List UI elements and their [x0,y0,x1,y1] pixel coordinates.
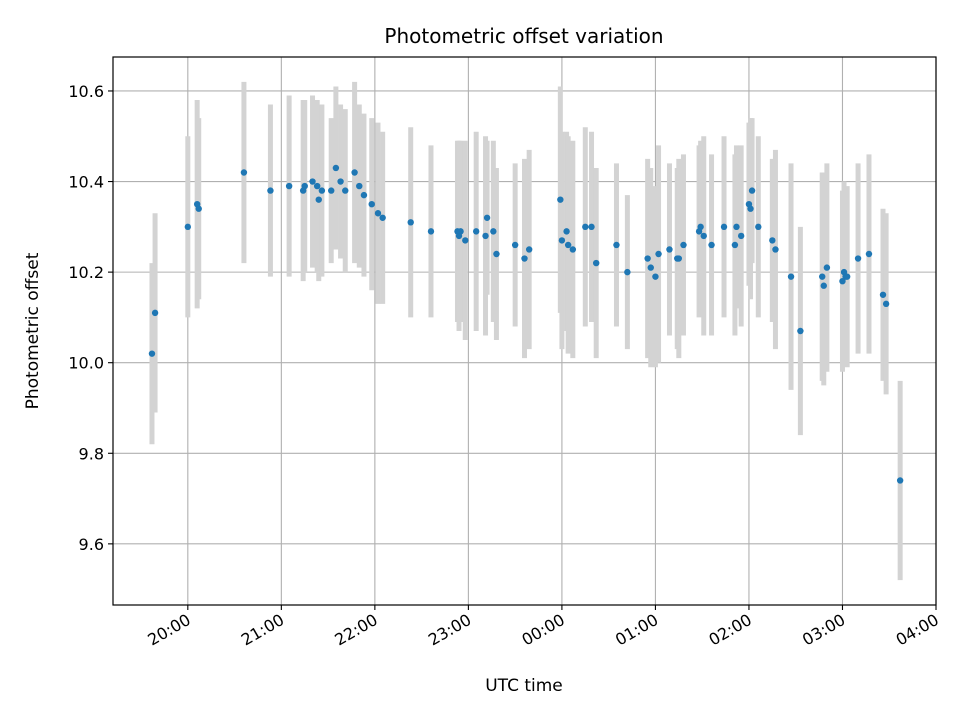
data-point [482,232,489,240]
x-tick-label: 22:00 [331,610,380,650]
data-point [652,273,659,280]
data-point [896,477,904,484]
data-point [563,228,570,235]
data-point [569,246,577,253]
data-point [558,237,566,244]
data-point [379,214,386,221]
x-axis: 20:00 21:00 22:00 23:00 00:00 01:00 02:00 03:00… [144,605,942,650]
data-point [301,182,308,190]
data-point [755,223,762,231]
data-point [328,187,335,194]
data-point [151,309,159,317]
data-point [720,223,728,231]
data-point [680,241,687,249]
data-point [313,182,321,190]
x-tick-label: 00:00 [518,610,567,650]
data-point [787,273,795,280]
data-point [184,223,192,231]
data-point [854,255,862,262]
data-point [613,241,620,249]
data-point [823,264,831,271]
x-tick-label: 04:00 [893,610,942,650]
data-point [525,246,533,253]
data-point [342,187,349,194]
x-tick-label: 01:00 [612,610,661,650]
data-point [593,259,600,267]
data-point [315,196,322,203]
data-point [655,250,662,258]
chart-title: Photometric offset variation [384,24,663,48]
error-bars [149,81,903,581]
data-point [839,277,846,285]
plot-frame [112,56,937,606]
data-point [737,232,745,240]
data-point [747,205,754,212]
x-tick-label: 20:00 [144,610,193,650]
data-point [644,255,651,262]
data-point [731,241,739,249]
data-point [819,273,826,280]
data-point [700,232,707,240]
y-tick-label: 9.6 [79,535,104,554]
data-point [332,164,340,172]
y-axis: 9.6 9.8 10.0 10.2 10.4 10.6 [68,82,113,554]
data-point [879,291,887,298]
data-point [351,169,358,176]
data-point [490,228,497,235]
data-point [356,182,363,190]
data-point [462,237,469,244]
data-point [309,178,316,185]
data-point [521,255,528,262]
data-point [472,228,480,235]
data-point [666,246,673,253]
y-tick-label: 10.2 [68,263,104,282]
data-point [772,246,779,253]
data-point [588,223,595,231]
x-tick-label: 02:00 [706,610,755,650]
data-point [457,228,464,235]
data-point [564,241,572,249]
data-point [820,282,827,289]
data-point [582,223,589,231]
data-point [769,237,776,244]
x-tick-label: 21:00 [238,610,287,650]
data-point [557,196,564,203]
data-point [882,300,890,308]
data-point [240,169,248,176]
data-point [511,241,519,249]
data-point [483,214,491,221]
data-points [148,164,904,484]
data-point [697,223,704,231]
data-point [865,250,873,258]
y-tick-label: 10.0 [68,354,104,373]
data-point [318,187,326,194]
data-point [708,241,715,249]
data-point [374,210,382,217]
data-point [368,200,375,208]
data-point [624,268,631,276]
data-point [285,182,293,190]
data-point [748,187,756,194]
data-point [407,219,414,226]
y-tick-label: 9.8 [79,444,104,463]
data-point [675,255,683,262]
data-point [493,250,500,258]
data-point [843,273,851,280]
y-tick-label: 10.6 [68,82,104,101]
x-tick-label: 23:00 [425,610,474,650]
data-point [733,223,740,231]
data-point [427,228,435,235]
data-point [797,327,804,335]
data-point [337,178,344,185]
data-point [647,264,654,271]
y-axis-label: Photometric offset [23,252,43,409]
data-point [267,187,274,194]
x-tick-label: 03:00 [799,610,848,650]
y-tick-label: 10.4 [68,173,104,192]
data-point [148,350,156,357]
data-point [360,191,368,199]
data-point [195,205,202,212]
x-axis-label: UTC time [485,676,563,696]
